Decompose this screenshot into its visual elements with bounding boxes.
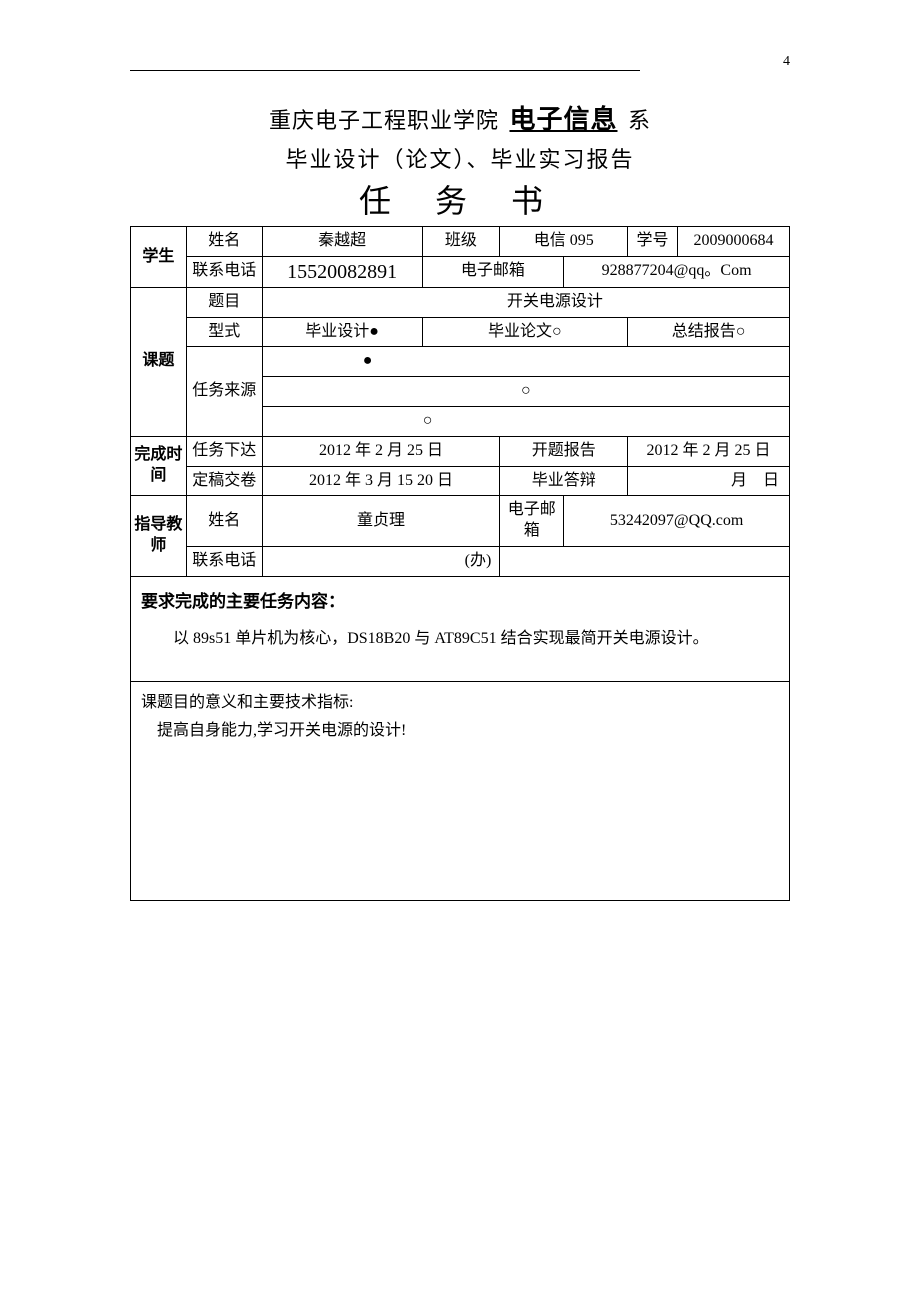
topic-title-label: 题目 (186, 287, 262, 317)
advisor-email: 53242097@QQ.com (564, 496, 790, 547)
schedule-defense-date: 月 日 (628, 466, 790, 496)
advisor-phone-label: 联系电话 (186, 546, 262, 576)
school-name: 重庆电子工程职业学院 (269, 108, 499, 133)
header-rule (130, 70, 640, 71)
main-title: 任 务 书 (130, 176, 790, 222)
topic-title: 开关电源设计 (262, 287, 789, 317)
table-row: 联系电话 15520082891 电子邮箱 928877204@qq。Com (131, 256, 790, 287)
table-row: 型式 毕业设计● 毕业论文○ 总结报告○ (131, 317, 790, 347)
topic-type-label: 型式 (186, 317, 262, 347)
topic-source-3: ○ (262, 406, 789, 436)
table-row: 学生 姓名 秦越超 班级 电信 095 学号 2009000684 (131, 227, 790, 257)
department-name: 电子信息 (505, 105, 621, 134)
schedule-section-label: 完成时间 (131, 436, 187, 496)
student-class: 电信 095 (500, 227, 628, 257)
task-form-table: 学生 姓名 秦越超 班级 电信 095 学号 2009000684 联系电话 1… (130, 226, 790, 577)
topic-type-paper: 毕业论文○ (422, 317, 628, 347)
advisor-name-label: 姓名 (186, 496, 262, 547)
meaning-heading: 课题目的意义和主要技术指标: (141, 688, 779, 712)
advisor-phone-office: (办) (262, 546, 500, 576)
student-section-label: 学生 (131, 227, 187, 288)
advisor-email-label: 电子邮箱 (500, 496, 564, 547)
schedule-proposal-date: 2012 年 2 月 25 日 (628, 436, 790, 466)
topic-type-design: 毕业设计● (262, 317, 422, 347)
schedule-defense-label: 毕业答辩 (500, 466, 628, 496)
schedule-proposal-label: 开题报告 (500, 436, 628, 466)
meaning-body: 提高自身能力,学习开关电源的设计! (141, 716, 779, 740)
dept-suffix: 系 (628, 108, 651, 133)
table-row: 定稿交卷 2012 年 3 月 15 20 日 毕业答辩 月 日 (131, 466, 790, 496)
task-content-heading: 要求完成的主要任务内容： (141, 587, 779, 612)
topic-section-label: 课题 (131, 287, 187, 436)
student-email: 928877204@qq。Com (564, 256, 790, 287)
task-content-body: 以 89s51 单片机为核心，DS18B20 与 AT89C51 结合实现最简开… (141, 626, 779, 652)
table-row: 课题 题目 开关电源设计 (131, 287, 790, 317)
student-class-label: 班级 (422, 227, 500, 257)
schedule-final-date: 2012 年 3 月 15 20 日 (262, 466, 500, 496)
table-row: 联系电话 (办) (131, 546, 790, 576)
advisor-phone-value (500, 546, 790, 576)
student-phone-label: 联系电话 (186, 256, 262, 287)
advisor-name: 童贞理 (262, 496, 500, 547)
subtitle: 毕业设计（论文）、毕业实习报告 (130, 142, 790, 174)
student-name-label: 姓名 (186, 227, 262, 257)
schedule-issue-date: 2012 年 2 月 25 日 (262, 436, 500, 466)
student-email-label: 电子邮箱 (422, 256, 564, 287)
topic-source-label: 任务来源 (186, 347, 262, 436)
table-row: 指导教师 姓名 童贞理 电子邮箱 53242097@QQ.com (131, 496, 790, 547)
meaning-section: 课题目的意义和主要技术指标: 提高自身能力,学习开关电源的设计! (130, 682, 790, 901)
student-id: 2009000684 (677, 227, 789, 257)
topic-source-1: ● (262, 347, 789, 377)
table-row: 完成时间 任务下达 2012 年 2 月 25 日 开题报告 2012 年 2 … (131, 436, 790, 466)
task-content-section: 要求完成的主要任务内容： 以 89s51 单片机为核心，DS18B20 与 AT… (130, 577, 790, 683)
student-name: 秦越超 (262, 227, 422, 257)
schedule-final-label: 定稿交卷 (186, 466, 262, 496)
title-line-1: 重庆电子工程职业学院 电子信息 系 (130, 99, 790, 136)
topic-source-2: ○ (262, 377, 789, 407)
schedule-issue-label: 任务下达 (186, 436, 262, 466)
page-number: 4 (783, 54, 790, 70)
table-row: 任务来源 ● (131, 347, 790, 377)
advisor-section-label: 指导教师 (131, 496, 187, 576)
student-id-label: 学号 (628, 227, 678, 257)
student-phone: 15520082891 (262, 256, 422, 287)
topic-type-report: 总结报告○ (628, 317, 790, 347)
